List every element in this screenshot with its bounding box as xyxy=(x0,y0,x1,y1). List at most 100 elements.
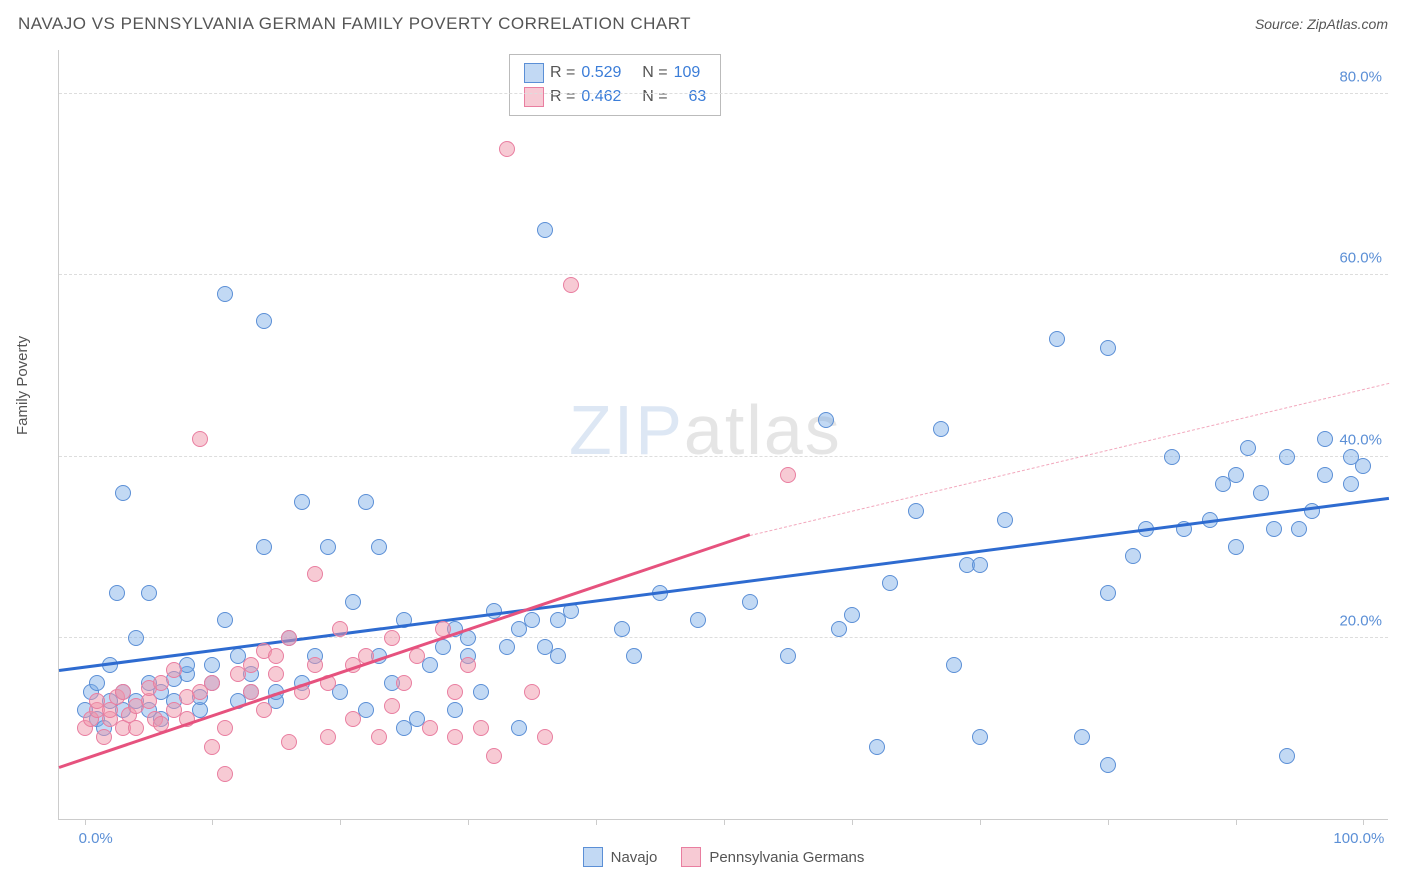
data-point xyxy=(869,739,885,755)
data-point xyxy=(371,729,387,745)
r-value-pagerman: 0.462 xyxy=(581,85,621,109)
watermark: ZIPatlas xyxy=(569,390,842,470)
data-point xyxy=(844,607,860,623)
data-point xyxy=(1240,440,1256,456)
data-point xyxy=(115,684,131,700)
x-tick xyxy=(1363,819,1364,825)
data-point xyxy=(447,684,463,700)
data-point xyxy=(524,684,540,700)
data-point xyxy=(972,557,988,573)
data-point xyxy=(268,666,284,682)
data-point xyxy=(499,639,515,655)
swatch-pagerman xyxy=(524,87,544,107)
data-point xyxy=(384,630,400,646)
data-point xyxy=(742,594,758,610)
data-point xyxy=(307,657,323,673)
data-point xyxy=(447,729,463,745)
data-point xyxy=(243,684,259,700)
data-point xyxy=(1317,467,1333,483)
data-point xyxy=(1228,467,1244,483)
gridline xyxy=(59,456,1388,457)
chart-header: NAVAJO VS PENNSYLVANIA GERMAN FAMILY POV… xyxy=(18,14,1388,34)
data-point xyxy=(153,675,169,691)
data-point xyxy=(345,594,361,610)
data-point xyxy=(1100,757,1116,773)
data-point xyxy=(320,539,336,555)
data-point xyxy=(447,702,463,718)
data-point xyxy=(997,512,1013,528)
data-point xyxy=(109,585,125,601)
data-point xyxy=(217,612,233,628)
data-point xyxy=(933,421,949,437)
data-point xyxy=(946,657,962,673)
data-point xyxy=(166,662,182,678)
data-point xyxy=(908,503,924,519)
source-label: Source: ZipAtlas.com xyxy=(1255,16,1388,32)
y-axis-label: Family Poverty xyxy=(14,336,31,435)
x-tick xyxy=(340,819,341,825)
data-point xyxy=(563,277,579,293)
x-tick xyxy=(468,819,469,825)
data-point xyxy=(141,585,157,601)
data-point xyxy=(1100,585,1116,601)
data-point xyxy=(537,729,553,745)
watermark-thin: atlas xyxy=(684,391,842,469)
data-point xyxy=(281,630,297,646)
data-point xyxy=(1279,748,1295,764)
data-point xyxy=(473,684,489,700)
n-value-navajo: 109 xyxy=(674,61,701,85)
r-label: R = xyxy=(550,85,575,109)
x-tick xyxy=(980,819,981,825)
data-point xyxy=(320,729,336,745)
series-legend: Navajo Pennsylvania Germans xyxy=(59,847,1388,867)
y-tick-label: 80.0% xyxy=(1339,69,1382,86)
data-point xyxy=(626,648,642,664)
data-point xyxy=(524,612,540,628)
data-point xyxy=(1228,539,1244,555)
correlation-row-navajo: R = 0.529 N = 109 xyxy=(524,61,706,85)
watermark-bold: ZIP xyxy=(569,391,684,469)
data-point xyxy=(358,494,374,510)
data-point xyxy=(1164,449,1180,465)
gridline xyxy=(59,93,1388,94)
data-point xyxy=(204,675,220,691)
data-point xyxy=(281,734,297,750)
data-point xyxy=(371,539,387,555)
x-tick-label: 100.0% xyxy=(1333,830,1384,847)
data-point xyxy=(128,720,144,736)
data-point xyxy=(307,566,323,582)
data-point xyxy=(972,729,988,745)
data-point xyxy=(409,648,425,664)
data-point xyxy=(422,720,438,736)
data-point xyxy=(217,286,233,302)
data-point xyxy=(192,431,208,447)
plot-area: ZIPatlas R = 0.529 N = 109 R = 0.462 N =… xyxy=(58,50,1388,820)
data-point xyxy=(1253,485,1269,501)
correlation-legend: R = 0.529 N = 109 R = 0.462 N = 63 xyxy=(509,54,721,116)
data-point xyxy=(96,729,112,745)
legend-swatch-navajo xyxy=(583,847,603,867)
data-point xyxy=(780,467,796,483)
x-tick xyxy=(212,819,213,825)
data-point xyxy=(460,657,476,673)
data-point xyxy=(345,711,361,727)
legend-item-navajo: Navajo xyxy=(583,847,658,867)
x-tick xyxy=(596,819,597,825)
legend-label-navajo: Navajo xyxy=(611,849,658,866)
legend-label-pagerman: Pennsylvania Germans xyxy=(709,849,864,866)
data-point xyxy=(332,621,348,637)
data-point xyxy=(256,702,272,718)
chart-title: NAVAJO VS PENNSYLVANIA GERMAN FAMILY POV… xyxy=(18,14,691,34)
y-tick-label: 20.0% xyxy=(1339,612,1382,629)
data-point xyxy=(780,648,796,664)
n-label: N = xyxy=(642,61,667,85)
data-point xyxy=(115,485,131,501)
data-point xyxy=(831,621,847,637)
data-point xyxy=(1317,431,1333,447)
data-point xyxy=(204,657,220,673)
x-tick xyxy=(1236,819,1237,825)
data-point xyxy=(1100,340,1116,356)
x-tick xyxy=(85,819,86,825)
data-point xyxy=(204,739,220,755)
data-point xyxy=(1074,729,1090,745)
